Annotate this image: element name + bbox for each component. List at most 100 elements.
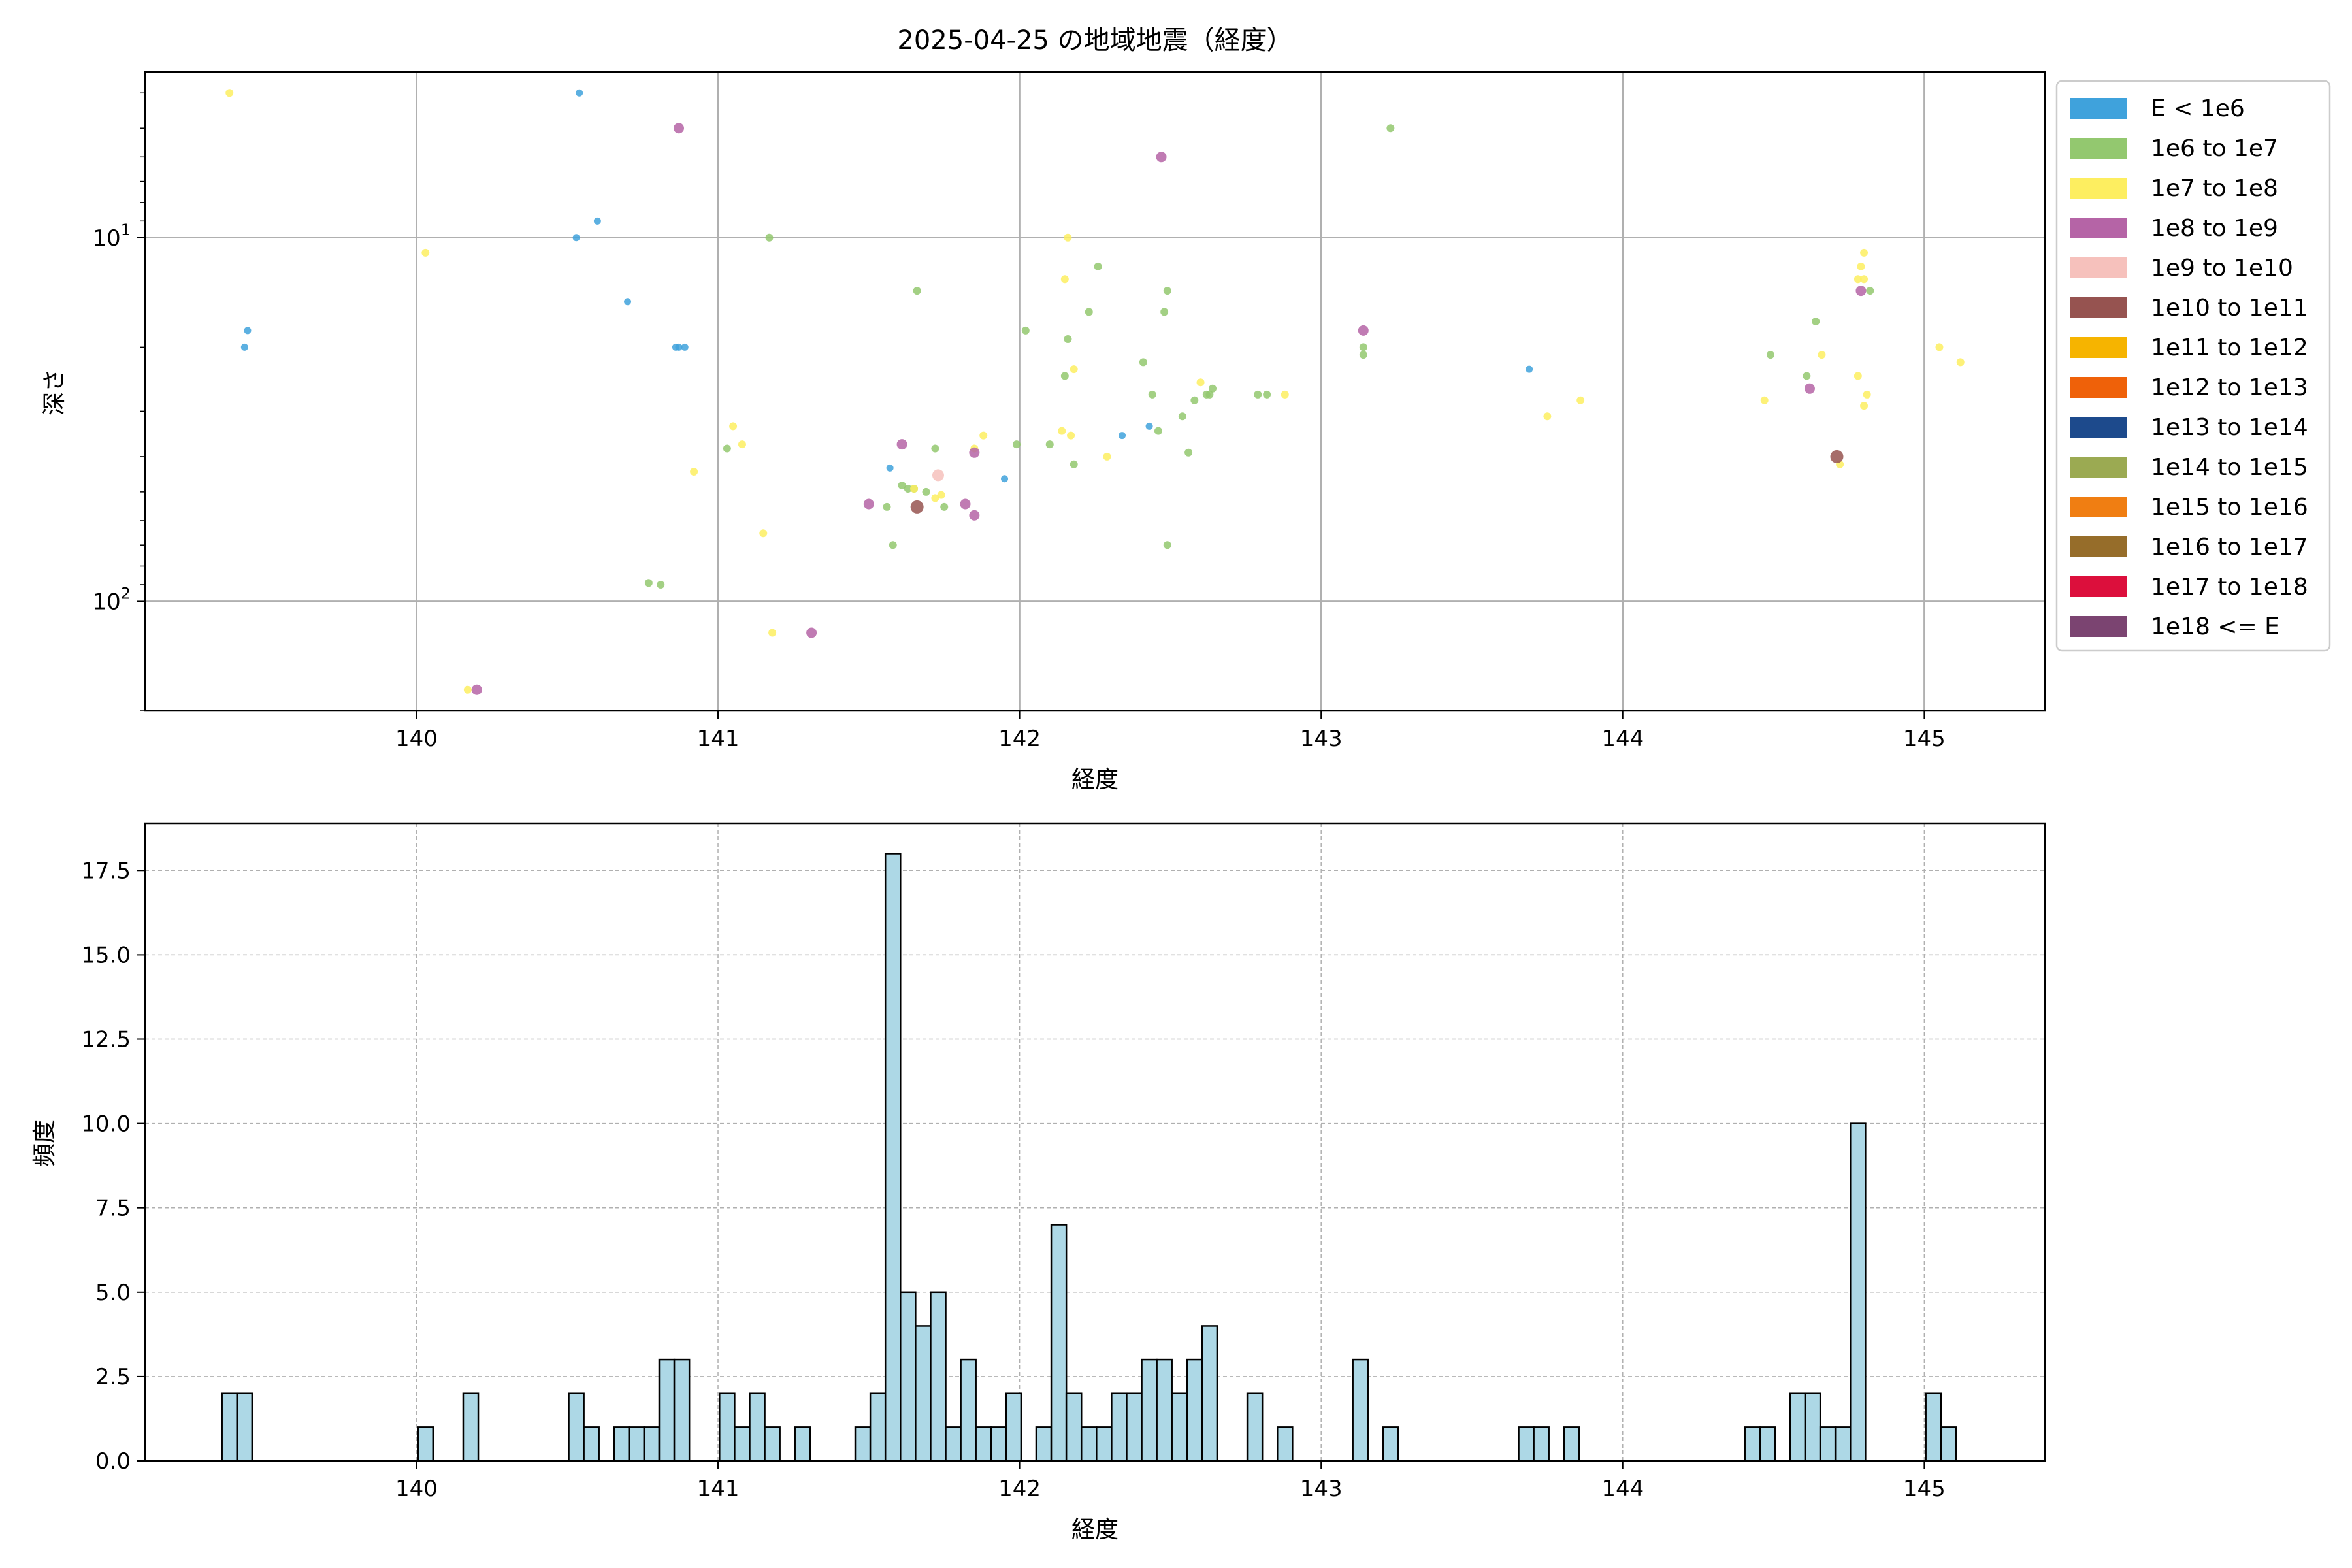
scatter-point [1209,384,1217,393]
scatter-point [1103,452,1111,461]
histogram-chart: 140 141 142 143 144 145 0.0 2.5 5.0 7.5 10.0 12.5 1… [31,822,2046,1543]
scatter-x-tick-label: 140 [395,726,438,752]
scatter-point [1359,343,1367,351]
scatter-point [738,440,746,449]
legend-swatch [2070,497,2127,517]
legend-label: 1e8 to 1e9 [2151,215,2278,242]
scatter-point [723,444,731,453]
histogram-bar [1126,1392,1143,1462]
histogram-bar [1789,1392,1806,1462]
scatter-point [1064,233,1072,242]
legend-label: E < 1e6 [2151,95,2245,122]
scatter-point [932,469,944,482]
scatter-point [576,89,583,97]
histogram-bar [568,1392,585,1462]
scatter-point [593,217,601,225]
legend-swatch [2070,98,2127,119]
scatter-point [863,498,874,510]
scatter-point [969,510,980,521]
histogram-bar [1382,1426,1399,1462]
histogram-x-tick-label: 144 [1601,1476,1644,1502]
histogram-bar [1850,1122,1867,1462]
scatter-grid [145,72,2045,711]
scatter-y-ticks: 101 102 [92,92,145,711]
histogram-y-tick-label: 12.5 [81,1026,131,1053]
legend-swatch [2070,138,2127,159]
histogram-bar [1035,1426,1053,1462]
histogram-bar [1246,1392,1264,1462]
scatter-point [759,529,768,538]
histogram-bar [1171,1392,1188,1462]
histogram-bar [583,1426,600,1462]
histogram-bar [930,1291,947,1462]
scatter-point [960,498,971,510]
histogram-x-axis-label: 経度 [1071,1516,1119,1543]
scatter-point [931,494,939,502]
scatter-point [1254,390,1262,399]
histogram-y-ticks: 0.0 2.5 5.0 7.5 10.0 12.5 15.0 17.5 [81,858,145,1475]
histogram-bar [1804,1392,1821,1462]
scatter-x-axis-label: 経度 [1071,766,1119,793]
histogram-y-axis-label: 頻度 [31,1120,58,1167]
legend-label: 1e6 to 1e7 [2151,135,2278,162]
histogram-bar [734,1426,751,1462]
scatter-point [1067,431,1075,440]
histogram-x-tick-label: 141 [697,1476,740,1502]
scatter-point [674,123,685,134]
scatter-point [937,491,945,499]
histogram-bar [1141,1358,1158,1462]
scatter-point [1956,358,1965,367]
histogram-bar [975,1426,992,1462]
histogram-bar [1277,1426,1294,1462]
histogram-y-tick-label: 7.5 [95,1196,131,1222]
legend-label: 1e13 to 1e14 [2151,414,2308,441]
legend-label: 1e11 to 1e12 [2151,335,2308,361]
legend-swatch [2070,536,2127,557]
legend-label: 1e18 <= E [2151,613,2279,640]
scatter-point [1766,351,1774,359]
scatter-point [1145,422,1153,430]
legend-label: 1e14 to 1e15 [2151,454,2308,481]
chart-title: 2025-04-25 の地域地震（経度） [897,25,1292,56]
scatter-point [886,464,894,472]
scatter-point [806,627,817,638]
histogram-x-ticks: 140 141 142 143 144 145 [395,1461,1946,1502]
scatter-point [1854,275,1862,284]
histogram-y-tick-label: 5.0 [95,1280,131,1306]
histogram-y-tick-label: 10.0 [81,1111,131,1137]
histogram-bar [613,1426,630,1462]
scatter-point [1860,402,1869,410]
histogram-bar [945,1426,962,1462]
scatter-x-tick-label: 145 [1903,726,1946,752]
scatter-x-tick-label: 144 [1601,726,1644,752]
scatter-point [1760,396,1769,404]
scatter-point [883,502,891,511]
scatter-point [1263,390,1271,399]
scatter-point [898,481,906,489]
scatter-point [1178,412,1186,421]
scatter-point [690,467,698,476]
scatter-point [463,685,472,694]
scatter-point [1935,343,1944,351]
scatter-point [1855,286,1867,297]
scatter-point [1160,308,1169,316]
histogram-bar [884,853,902,1462]
scatter-point [1818,351,1826,359]
histogram-x-tick-label: 143 [1300,1476,1343,1502]
scatter-point [765,233,774,242]
histogram-y-tick-label: 0.0 [95,1448,131,1475]
scatter-point [681,343,689,351]
histogram-bar [1563,1426,1580,1462]
histogram-bar [1065,1392,1083,1462]
histogram-bar [1925,1392,1942,1462]
scatter-point [675,343,683,351]
legend-swatch [2070,178,2127,199]
legend-frame [2055,80,2331,652]
scatter-y-tick-label: 101 [92,221,131,252]
scatter-point [1526,365,1533,373]
scatter-point [471,684,482,695]
legend-label: 1e17 to 1e18 [2151,574,2308,600]
legend-label: 1e16 to 1e17 [2151,534,2308,561]
